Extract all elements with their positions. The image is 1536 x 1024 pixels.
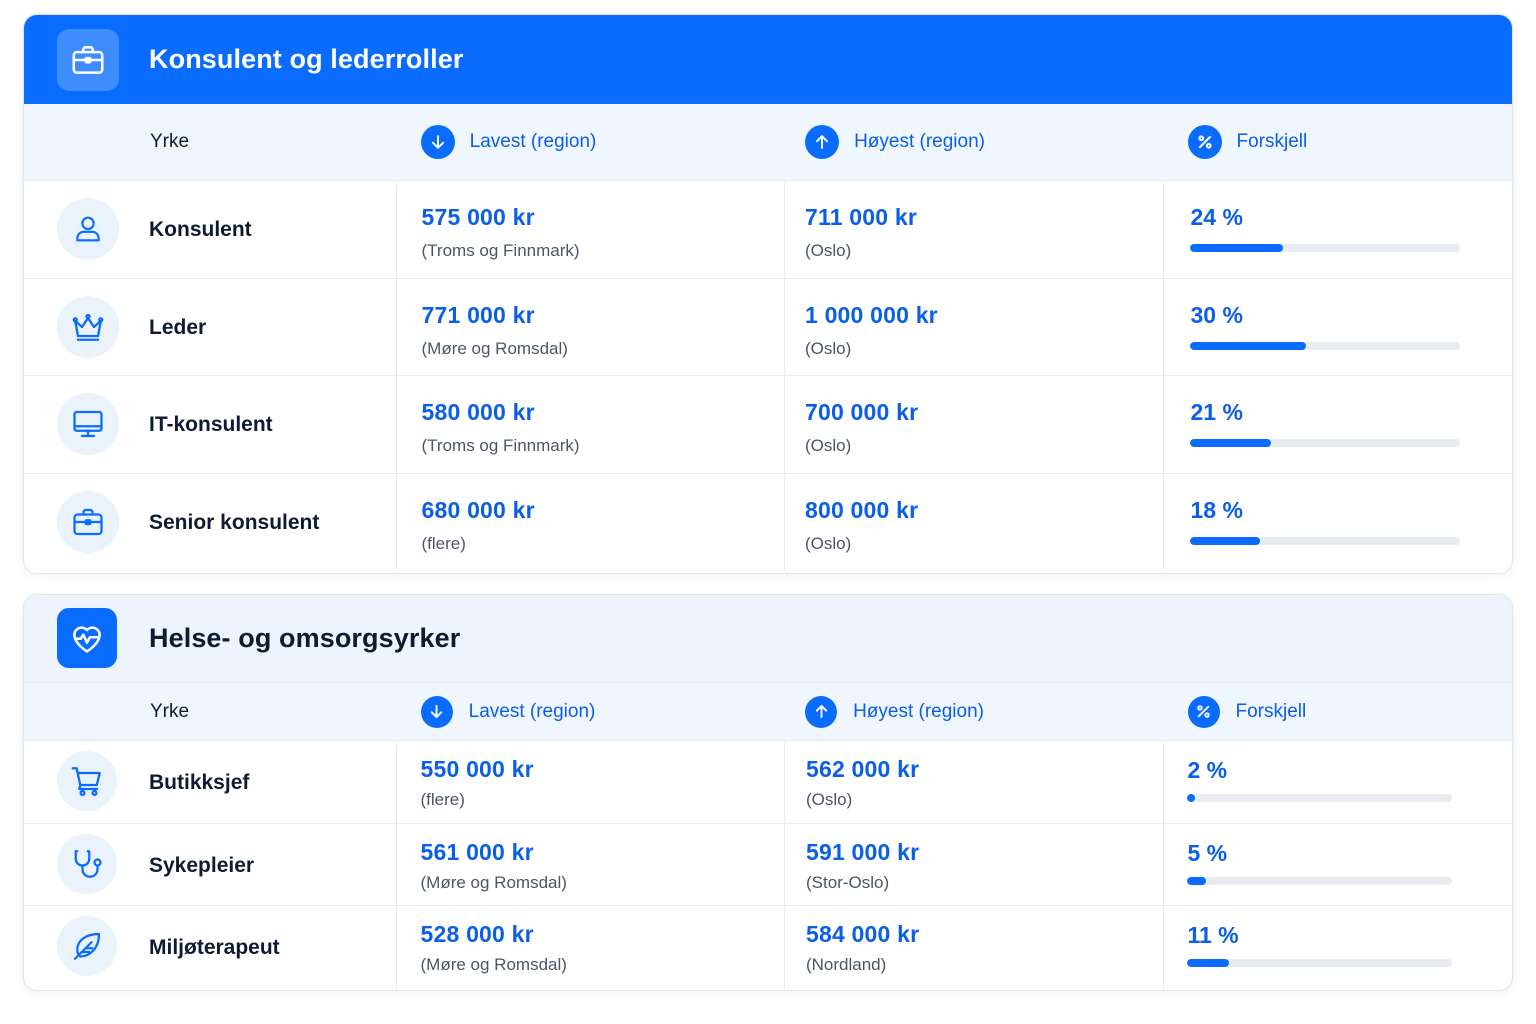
shopping-cart-icon	[57, 751, 117, 811]
column-header-highest: Høyest (region)	[853, 700, 984, 722]
section-title: Konsulent og lederroller	[149, 44, 464, 74]
arrow-down-icon	[420, 695, 453, 728]
highest-salary: 584 000 kr	[805, 921, 920, 947]
table-header: Yrke Lavest (region) Høyest (region) For…	[24, 104, 1512, 181]
difference-bar-fill	[1190, 439, 1272, 447]
lowest-salary: 528 000 kr	[420, 921, 534, 947]
difference-bar	[1187, 876, 1453, 885]
user-icon	[57, 198, 119, 260]
column-header-job: Yrke	[150, 131, 190, 152]
difference-bar-fill	[1187, 794, 1196, 802]
difference-percent: 24 %	[1190, 204, 1243, 230]
highest-salary: 562 000 kr	[805, 756, 920, 782]
lowest-salary: 550 000 kr	[420, 756, 534, 782]
highest-salary: 591 000 kr	[805, 838, 920, 865]
section-header: Helse- og omsorgsyrker	[24, 595, 1512, 683]
column-header-difference: Forskjell	[1236, 131, 1308, 152]
arrow-down-icon	[420, 125, 455, 159]
table-row: Leder 771 000 kr (Møre og Romsdal) 1 000…	[24, 278, 1512, 376]
briefcase-icon	[57, 490, 119, 553]
lowest-region: (Møre og Romsdal)	[420, 955, 567, 974]
table-row: Konsulent 575 000 kr (Troms og Finnmark)…	[24, 181, 1512, 279]
highest-region: (Stor-Oslo)	[805, 872, 890, 892]
difference-percent: 5 %	[1187, 839, 1228, 866]
column-header-lowest: Lavest (region)	[469, 131, 597, 152]
section-card-health-care: Helse- og omsorgsyrker Yrke Lavest (regi…	[23, 594, 1513, 991]
difference-percent: 18 %	[1190, 496, 1243, 523]
table-header: Yrke Lavest (region) Høyest (region) For…	[24, 683, 1512, 741]
job-name: Konsulent	[149, 218, 252, 241]
percent-icon	[1187, 695, 1220, 728]
arrow-up-icon	[805, 695, 838, 728]
percent-icon	[1187, 125, 1222, 159]
difference-bar	[1187, 794, 1453, 802]
lowest-region: (flere)	[420, 790, 465, 809]
difference-bar-fill	[1190, 341, 1307, 350]
highest-salary: 1 000 000 kr	[804, 301, 938, 328]
highest-salary: 700 000 kr	[804, 399, 919, 425]
highest-region: (Oslo)	[805, 790, 853, 809]
lowest-salary: 771 000 kr	[421, 301, 535, 328]
job-name: Sykepleier	[149, 853, 255, 877]
column-header-job: Yrke	[150, 700, 190, 722]
difference-percent: 30 %	[1190, 301, 1243, 328]
leaf-icon	[57, 916, 117, 976]
table-row: Butikksjef 550 000 kr (flere) 562 000 kr…	[24, 741, 1512, 824]
lowest-region: (Troms og Finnmark)	[421, 436, 580, 455]
column-header-highest: Høyest (region)	[854, 131, 985, 152]
difference-percent: 21 %	[1190, 399, 1243, 425]
job-name: Butikksjef	[149, 771, 250, 794]
highest-region: (Oslo)	[804, 241, 852, 260]
section-card-consultant-leader: Konsulent og lederroller Yrke Lavest (re…	[23, 14, 1513, 574]
job-name: Senior konsulent	[149, 510, 320, 534]
highest-region: (Oslo)	[804, 533, 852, 553]
lowest-salary: 575 000 kr	[421, 204, 535, 230]
job-name: IT-konsulent	[149, 413, 273, 436]
highest-region: (Oslo)	[804, 436, 852, 455]
difference-bar-fill	[1187, 959, 1230, 967]
job-name: Leder	[149, 315, 207, 339]
difference-percent: 2 %	[1187, 757, 1228, 783]
lowest-region: (Møre og Romsdal)	[421, 338, 568, 358]
lowest-region: (flere)	[421, 533, 466, 553]
difference-bar-fill	[1187, 876, 1207, 885]
column-header-lowest: Lavest (region)	[468, 700, 596, 722]
highest-salary: 711 000 kr	[804, 204, 917, 230]
monitor-icon	[57, 393, 119, 455]
difference-bar	[1190, 244, 1461, 252]
table-row: IT-konsulent 580 000 kr (Troms og Finnma…	[24, 376, 1512, 474]
difference-percent: 11 %	[1187, 922, 1239, 948]
arrow-up-icon	[805, 125, 840, 159]
section-title: Helse- og omsorgsyrker	[149, 623, 461, 653]
highest-region: (Oslo)	[804, 338, 852, 358]
stethoscope-icon	[57, 833, 117, 894]
difference-bar	[1190, 536, 1461, 545]
lowest-salary: 680 000 kr	[421, 496, 535, 523]
table-row: Senior konsulent 680 000 kr (flere) 800 …	[24, 473, 1512, 571]
highest-region: (Nordland)	[805, 955, 887, 974]
column-header-difference: Forskjell	[1235, 700, 1307, 722]
crown-icon	[57, 295, 119, 358]
table-row: Miljøterapeut 528 000 kr (Møre og Romsda…	[24, 906, 1512, 989]
lowest-salary: 580 000 kr	[421, 399, 535, 425]
job-name: Miljøterapeut	[149, 936, 280, 959]
briefcase-icon	[57, 29, 119, 91]
difference-bar	[1190, 439, 1461, 447]
difference-bar-fill	[1190, 244, 1284, 252]
table-row: Sykepleier 561 000 kr (Møre og Romsdal) …	[24, 823, 1512, 906]
lowest-region: (Troms og Finnmark)	[421, 241, 580, 260]
difference-bar-fill	[1190, 536, 1260, 545]
lowest-region: (Møre og Romsdal)	[420, 872, 567, 892]
difference-bar	[1187, 959, 1453, 967]
difference-bar	[1190, 341, 1461, 350]
heart-pulse-icon	[57, 608, 117, 668]
lowest-salary: 561 000 kr	[420, 838, 534, 865]
section-header: Konsulent og lederroller	[24, 15, 1512, 104]
highest-salary: 800 000 kr	[804, 496, 919, 523]
